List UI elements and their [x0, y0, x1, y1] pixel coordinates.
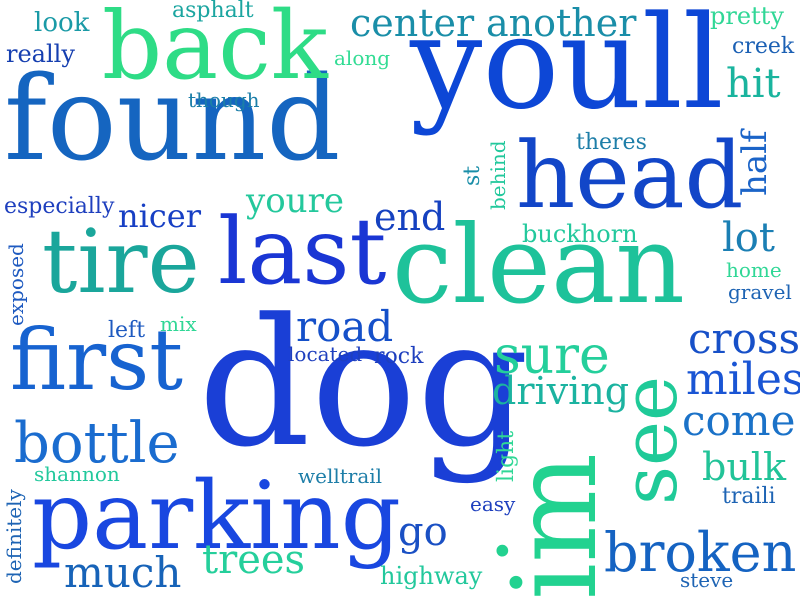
word-left: left: [108, 318, 146, 343]
word-home: home: [726, 258, 782, 282]
word-parking: parking: [32, 462, 401, 571]
word-traili: traili: [722, 484, 776, 509]
word-head: head: [516, 122, 744, 229]
word-steve: steve: [680, 568, 734, 592]
word-shannon: shannon: [34, 462, 120, 486]
word-light: light: [494, 430, 519, 482]
word-driving: driving: [492, 369, 630, 413]
word-st: st: [460, 165, 485, 186]
word-behind: behind: [486, 140, 510, 210]
word-dog: dog: [198, 281, 530, 486]
word-im-dot: .: [488, 472, 517, 577]
word-though: though: [188, 88, 260, 112]
word-mix: mix: [160, 312, 197, 336]
word-cross: cross: [688, 314, 800, 363]
word-asphalt: asphalt: [172, 0, 254, 23]
word-back: back: [102, 0, 328, 101]
word-along: along: [334, 46, 391, 70]
word-located: located: [288, 342, 363, 366]
word-nicer: nicer: [118, 197, 201, 235]
word-gravel: gravel: [728, 280, 792, 304]
word-found: found: [4, 52, 341, 187]
word-broken: broken: [604, 521, 797, 584]
word-center: center: [350, 1, 475, 45]
word-hit: hit: [726, 61, 781, 107]
word-exposed: exposed: [4, 243, 28, 326]
word-tire: tire: [42, 210, 200, 313]
word-sure: sure: [494, 326, 610, 386]
word-last: last: [218, 198, 387, 305]
word-come: come: [682, 396, 796, 445]
word-buckhorn: buckhorn: [522, 220, 638, 248]
word-bottle: bottle: [14, 411, 180, 476]
word-trees: trees: [202, 537, 306, 583]
word-lot: lot: [722, 215, 775, 261]
word-end: end: [374, 195, 446, 239]
word-theres: theres: [576, 130, 647, 155]
word-especially: especially: [4, 194, 115, 219]
word-half: half: [735, 130, 775, 196]
word-look: look: [34, 8, 90, 38]
word-much: much: [64, 548, 182, 597]
word-miles: miles: [686, 354, 800, 405]
word-welltrail: welltrail: [298, 464, 383, 488]
word-youre: youre: [246, 181, 344, 221]
word-first: first: [10, 311, 184, 409]
word-pretty: pretty: [710, 2, 784, 30]
word-bulk: bulk: [702, 445, 786, 489]
word-easy: easy: [470, 492, 516, 516]
word-youll: youll: [410, 0, 724, 138]
word-really: really: [6, 40, 75, 68]
word-another: another: [486, 1, 637, 45]
word-clean: clean: [392, 203, 685, 328]
word-rock: rock: [374, 344, 424, 369]
word-go: go: [398, 509, 448, 555]
word-creek: creek: [732, 34, 795, 59]
word-definitely: definitely: [2, 489, 26, 584]
word-highway: highway: [380, 562, 483, 590]
word-road: road: [296, 302, 394, 351]
